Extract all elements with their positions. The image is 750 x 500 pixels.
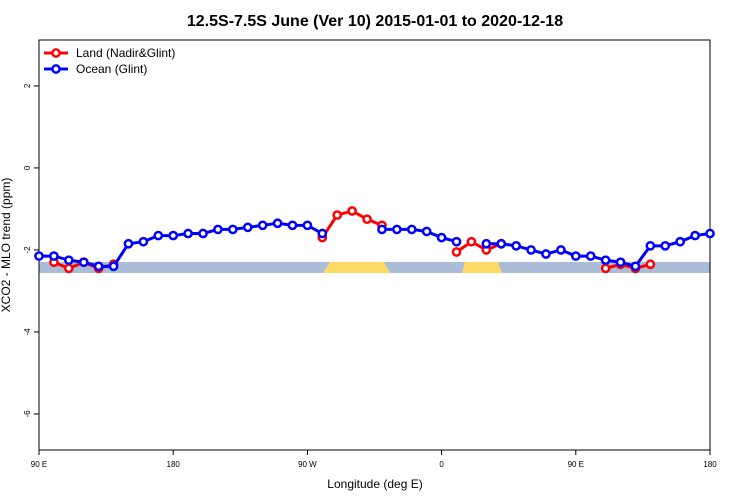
data-point (466, 236, 477, 247)
data-point (108, 261, 119, 272)
data-point (481, 238, 492, 249)
data-point (302, 220, 313, 231)
y-tick-label: -4 (23, 328, 32, 336)
surface-band (39, 262, 710, 273)
data-point (272, 218, 283, 229)
x-tick-label: 90 E (31, 460, 47, 469)
data-point (645, 259, 656, 270)
data-point (421, 226, 432, 237)
data-point (213, 224, 223, 235)
y-tick-label: 0 (23, 165, 32, 170)
data-point (362, 214, 372, 225)
data-point (377, 224, 387, 235)
data-point (183, 228, 193, 239)
data-point (198, 228, 208, 239)
data-point (406, 224, 417, 235)
data-point (585, 251, 596, 261)
data-point (570, 251, 581, 261)
y-axis-label: XCO2 - MLO trend (ppm) (0, 178, 13, 313)
data-point (451, 247, 462, 257)
data-point (392, 224, 402, 235)
land-band (462, 262, 502, 273)
y-tick-label: 2 (23, 83, 32, 88)
data-point (541, 249, 551, 259)
data-point (615, 257, 626, 268)
data-point (690, 230, 700, 241)
data-point (317, 228, 328, 239)
x-tick-label: 90 E (568, 460, 584, 469)
y-tick-label: -6 (23, 410, 32, 418)
x-tick-label: 90 W (298, 460, 317, 469)
chart-title: 12.5S-7.5S June (Ver 10) 2015-01-01 to 2… (187, 13, 563, 30)
data-point (660, 240, 671, 251)
x-tick-label: 0 (439, 460, 444, 469)
data-point (526, 245, 536, 255)
data-point (496, 238, 507, 249)
land-band (323, 262, 390, 273)
legend-marker (51, 48, 61, 58)
data-point (347, 206, 357, 216)
data-point (675, 236, 686, 247)
data-point (287, 220, 298, 231)
data-point (227, 224, 238, 235)
data-point (705, 228, 715, 239)
data-point (153, 230, 164, 241)
legend-label: Ocean (Glint) (76, 62, 147, 76)
data-point (168, 230, 179, 241)
data-point (600, 263, 611, 274)
x-tick-label: 180 (703, 460, 717, 469)
data-point (78, 257, 89, 268)
data-point (257, 220, 268, 231)
x-tick-label: 180 (167, 460, 181, 469)
x-axis-label: Longitude (deg E) (327, 477, 422, 491)
data-point (556, 245, 566, 255)
legend-label: Land (Nadir&Glint) (76, 46, 175, 60)
data-point (600, 255, 611, 266)
data-point (332, 210, 343, 220)
data-point (63, 263, 74, 274)
legend-marker (51, 64, 61, 74)
plot-frame (38, 39, 711, 451)
data-point (138, 236, 149, 247)
data-point (645, 240, 656, 251)
data-point (123, 238, 134, 249)
data-point (34, 251, 44, 261)
data-point (436, 232, 447, 243)
data-point (93, 261, 104, 272)
data-point (511, 240, 522, 251)
data-point (49, 251, 59, 261)
data-point (451, 236, 462, 247)
y-tick-label: -2 (23, 246, 32, 254)
data-point (630, 261, 641, 272)
data-point (63, 255, 74, 266)
data-point (242, 222, 253, 233)
